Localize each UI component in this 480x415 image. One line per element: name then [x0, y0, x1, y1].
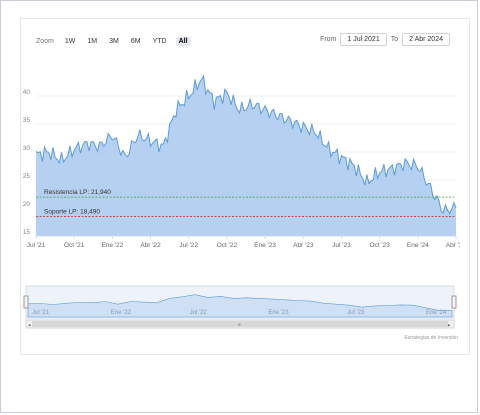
navigator-right-handle[interactable] [451, 295, 457, 309]
x-tick-label: Abr '22 [140, 242, 161, 249]
scroll-left-icon[interactable]: ◂ [28, 323, 31, 329]
x-tick-label: Jul '21 [27, 242, 46, 249]
zoom-6m-button[interactable]: 6M [130, 37, 141, 45]
nav-x-tick-label: Jul '23 [347, 310, 365, 316]
resistance-label: Resistencia LP: 21,940 [44, 189, 111, 196]
zoom-all-button[interactable]: All [175, 36, 191, 46]
from-date-input[interactable]: 1 Jul 2021 [340, 33, 387, 46]
y-tick-label: 20 [23, 201, 31, 208]
nav-x-tick-label: Jul '21 [32, 310, 50, 316]
nav-x-tick-label: Ene '22 [111, 310, 132, 316]
scrollbar-grip-icon: ≡ [238, 323, 241, 329]
to-date-input[interactable]: 2 Abr 2024 [402, 33, 450, 46]
zoom-ytd-button[interactable]: YTD [152, 37, 167, 45]
x-tick-label: Abr '24 [446, 242, 460, 249]
price-chart: 15 20 25 30 35 40 Resistencia LP: 21,940 Sopor… [23, 74, 460, 249]
support-label: Soporte LP: 18,490 [44, 208, 100, 215]
y-tick-label: 15 [23, 229, 31, 236]
nav-x-tick-label: Ene '23 [268, 310, 289, 316]
x-tick-label: Ene '23 [254, 242, 276, 249]
x-tick-label: Ene '22 [101, 242, 123, 249]
x-tick-label: Oct '23 [369, 242, 390, 249]
x-tick-label: Jul '23 [332, 242, 351, 249]
y-tick-label: 40 [23, 89, 31, 96]
nav-x-tick-label: Jul '22 [190, 310, 208, 316]
price-area [36, 76, 456, 236]
y-tick-label: 25 [23, 173, 31, 180]
scrollbar-thumb[interactable] [32, 321, 448, 327]
scroll-right-icon[interactable]: ▸ [448, 323, 451, 329]
x-tick-label: Oct '21 [64, 242, 85, 249]
x-tick-label: Ene '24 [407, 242, 429, 249]
credit-label: Estrategias de Inversión [404, 335, 458, 341]
y-tick-label: 35 [23, 117, 31, 124]
price-line [35, 74, 457, 215]
navigator-left-handle[interactable] [23, 295, 29, 309]
navigator-area [27, 294, 453, 318]
x-tick-label: Abr '23 [293, 242, 314, 249]
zoom-1w-button[interactable]: 1W [64, 37, 76, 45]
x-tick-label: Jul '22 [179, 242, 198, 249]
zoom-toolbar: Zoom 1W 1M 3M 6M YTD All [36, 34, 191, 48]
x-tick-label: Oct '22 [217, 242, 238, 249]
y-tick-label: 30 [23, 145, 31, 152]
from-label: From [320, 36, 337, 43]
zoom-3m-button[interactable]: 3M [109, 37, 119, 45]
to-label: To [390, 36, 399, 43]
navigator[interactable]: Jul '21 Ene '22 Jul '22 Ene '23 Jul '23 Ene '… [20, 284, 460, 332]
zoom-label: Zoom [36, 37, 54, 45]
zoom-1m-button[interactable]: 1M [87, 37, 98, 45]
nav-x-tick-label: Ene '24 [426, 310, 447, 316]
date-range: From 1 Jul 2021 To 2 Abr 2024 [320, 33, 450, 46]
